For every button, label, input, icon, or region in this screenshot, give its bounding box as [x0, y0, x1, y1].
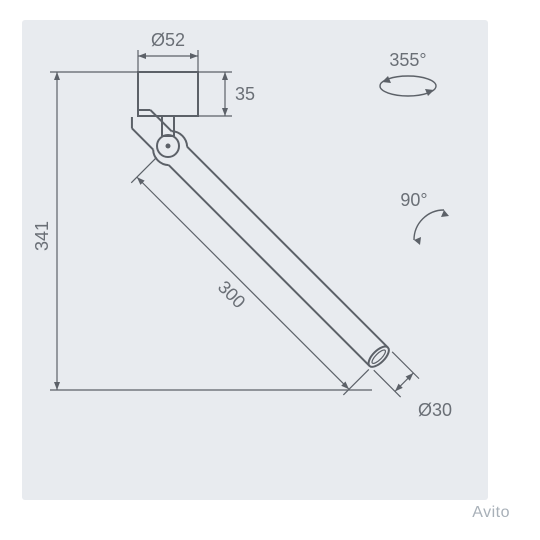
label-tube-length: 300	[214, 277, 249, 312]
spotlight-tube	[123, 101, 395, 373]
dim-tube-diameter	[374, 352, 419, 397]
rotation-355-icon: 355°	[380, 50, 436, 96]
dim-base-diameter: Ø52	[138, 30, 198, 72]
dim-total-height: 341	[32, 72, 372, 390]
label-tilt-90: 90°	[400, 190, 427, 210]
label-base-diameter: Ø52	[151, 30, 185, 50]
drawing-frame: Ø52 35 341 300	[22, 20, 488, 500]
dim-tube-length: 300	[119, 157, 369, 407]
tilt-90-icon: 90°	[400, 190, 449, 245]
dim-base-height: 35	[198, 72, 255, 116]
pivot-dot	[166, 144, 171, 149]
label-total-height: 341	[32, 221, 52, 251]
label-base-height: 35	[235, 84, 255, 104]
label-rotation-355: 355°	[389, 50, 426, 70]
technical-drawing: Ø52 35 341 300	[22, 20, 488, 500]
avito-watermark: Avito	[472, 504, 510, 522]
label-tube-diameter: Ø30	[418, 400, 452, 420]
